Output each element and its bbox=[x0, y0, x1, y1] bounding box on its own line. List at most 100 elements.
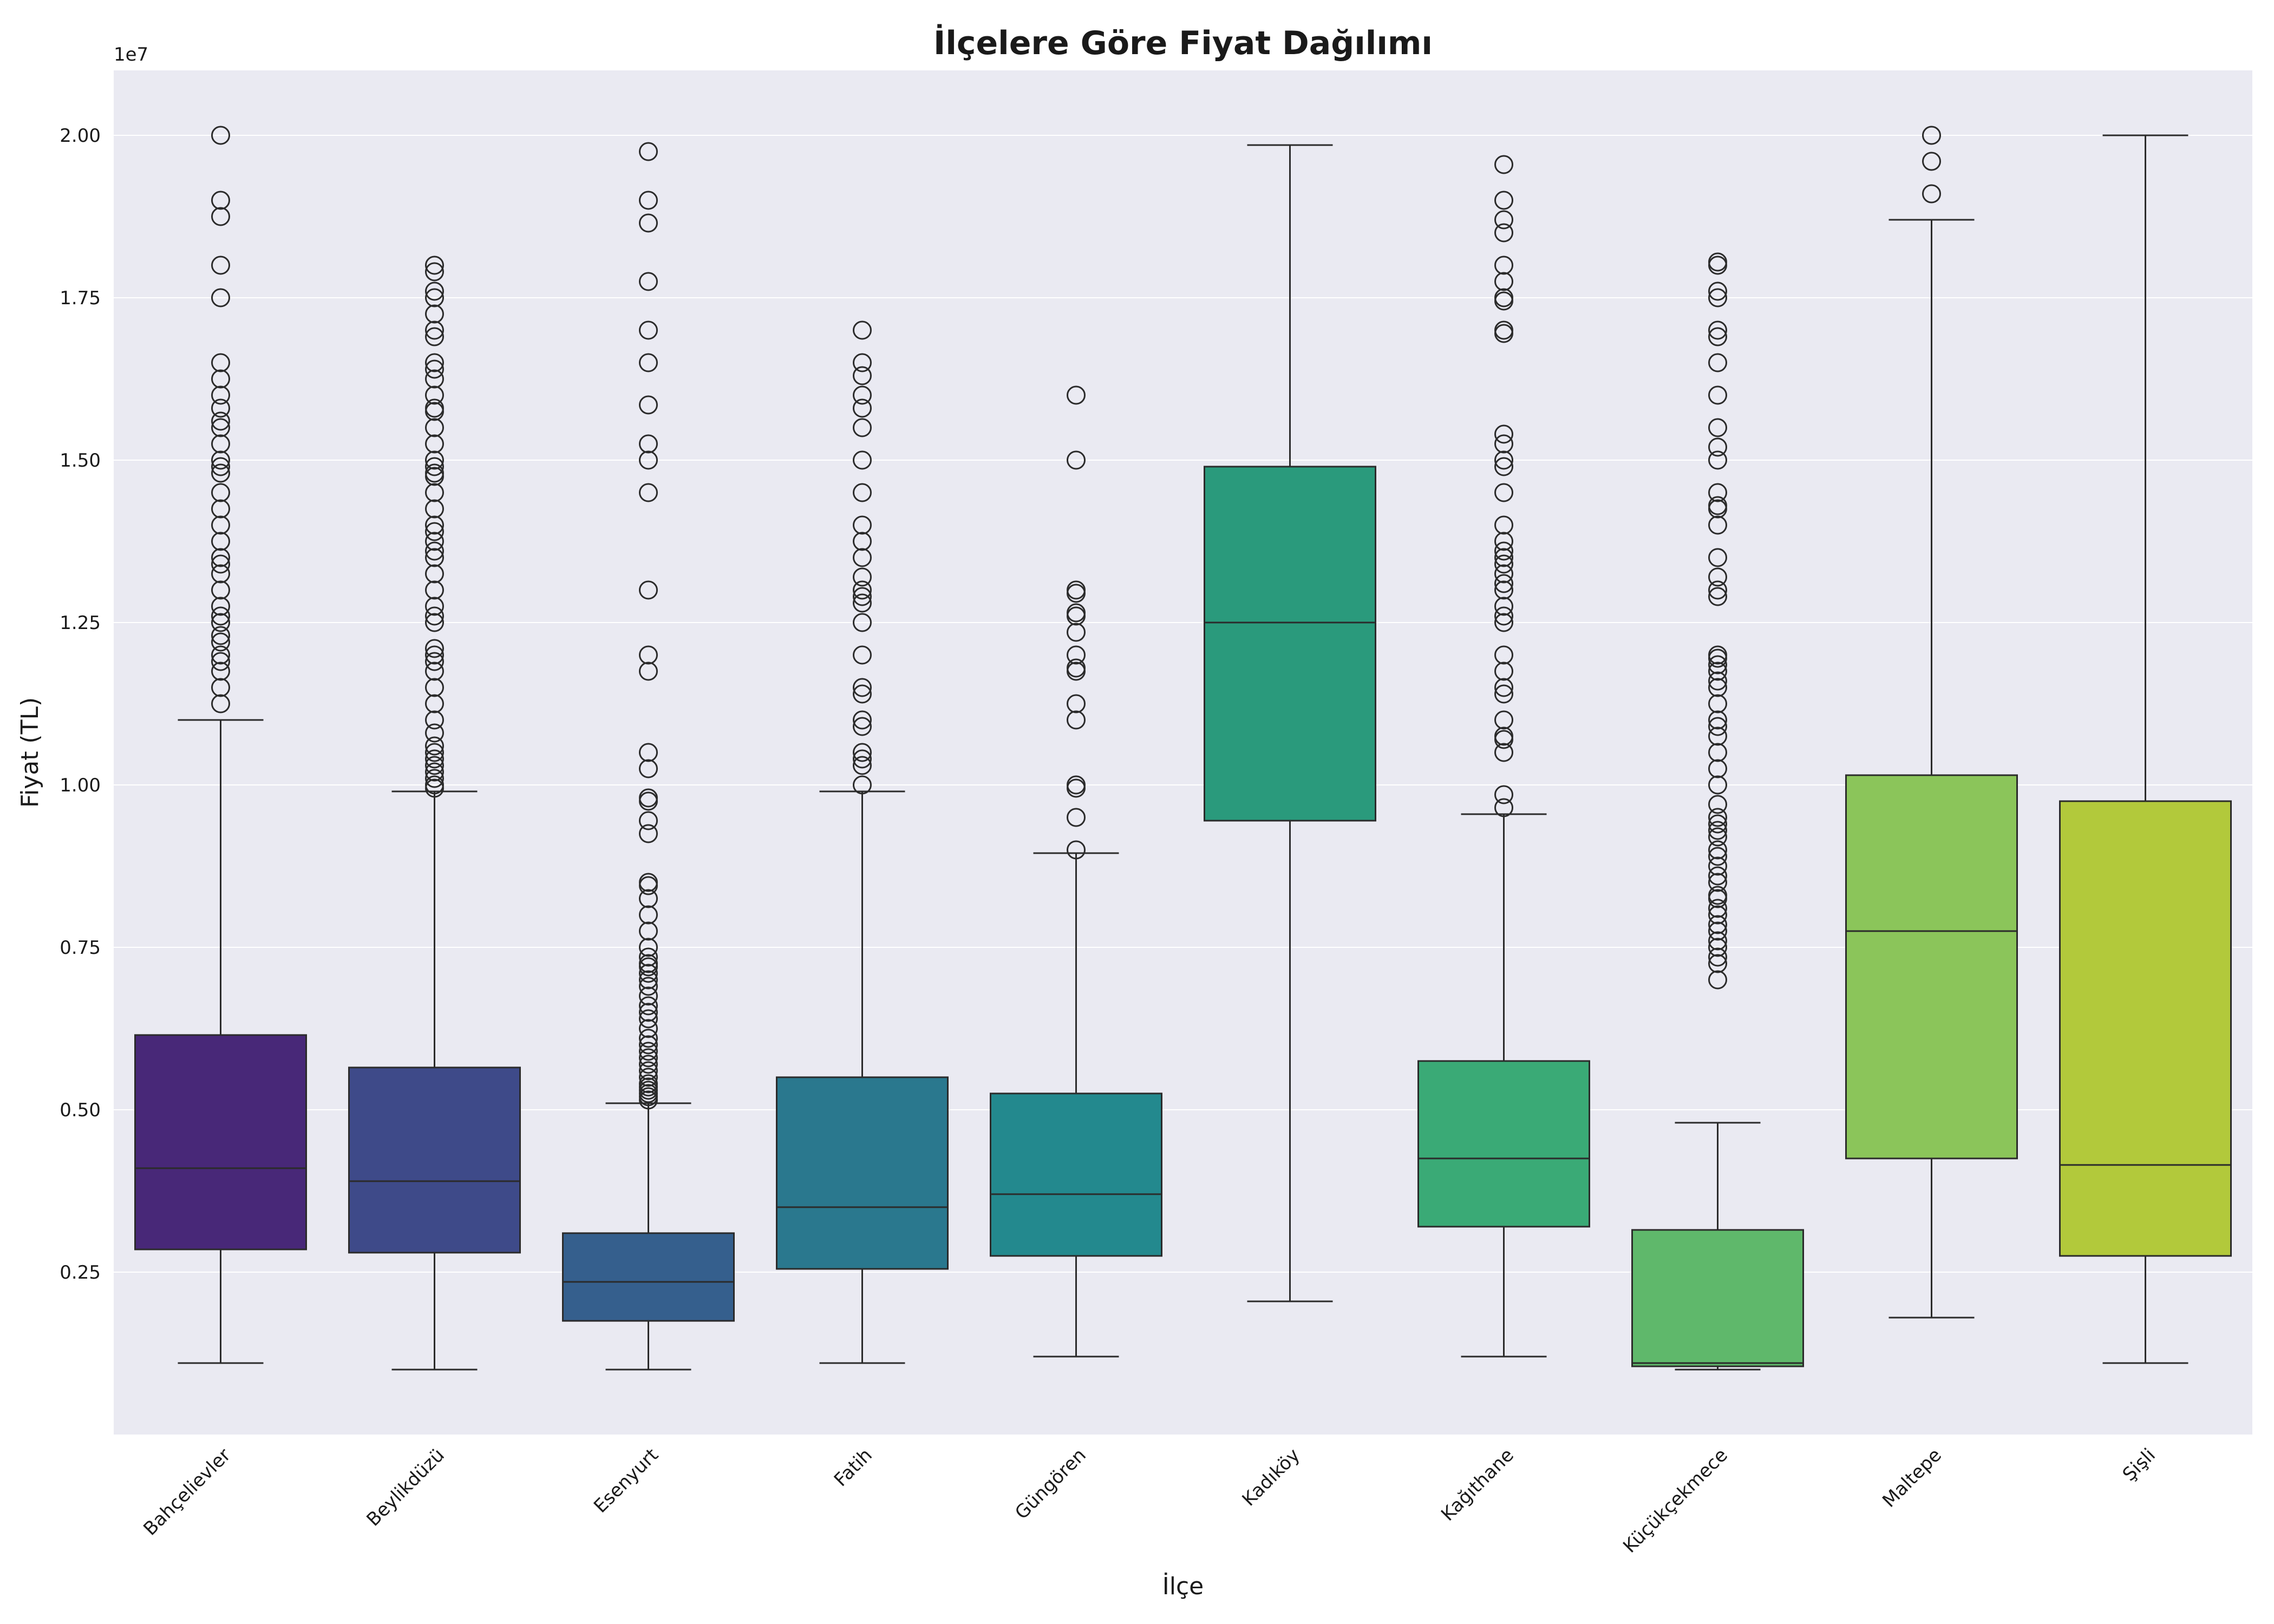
outlier-point bbox=[211, 450, 230, 470]
outlier-point bbox=[211, 564, 230, 584]
outlier-point bbox=[1494, 597, 1513, 616]
outlier-point bbox=[1494, 434, 1513, 454]
outlier-point bbox=[211, 515, 230, 535]
outlier-point bbox=[1708, 866, 1727, 886]
outlier-point bbox=[639, 743, 658, 762]
outlier-point bbox=[853, 645, 872, 665]
outlier-point bbox=[211, 597, 230, 616]
outlier-point bbox=[853, 567, 872, 587]
outlier-point bbox=[1494, 223, 1513, 243]
outlier-point bbox=[1708, 717, 1727, 736]
x-axis-ticks: Bahçelievler Beylikdüzü Esenyurt Fatih Güngö… bbox=[139, 1444, 2160, 1557]
outlier-point bbox=[211, 662, 230, 681]
outlier-point bbox=[1494, 155, 1513, 174]
outlier-point bbox=[1494, 574, 1513, 593]
outlier-point bbox=[211, 632, 230, 652]
outlier-point bbox=[1708, 921, 1727, 941]
outlier-point bbox=[639, 191, 658, 210]
outlier-point bbox=[425, 749, 444, 769]
iqr-box bbox=[1204, 466, 1376, 822]
outlier-point bbox=[425, 369, 444, 389]
outlier-point bbox=[425, 662, 444, 681]
y-tick-label: 0.50 bbox=[60, 1099, 101, 1121]
outlier-point bbox=[1494, 532, 1513, 551]
outlier-point bbox=[639, 954, 658, 973]
outlier-point bbox=[1708, 931, 1727, 951]
outlier-point bbox=[639, 353, 658, 372]
outlier-point bbox=[1708, 775, 1727, 795]
outlier-point bbox=[1708, 567, 1727, 587]
outlier-point bbox=[425, 564, 444, 584]
outlier-point bbox=[639, 1003, 658, 1022]
x-tick-label: Şişli bbox=[2119, 1444, 2160, 1485]
outlier-point bbox=[639, 996, 658, 1016]
outlier-point bbox=[1708, 694, 1727, 713]
outlier-point bbox=[425, 645, 444, 665]
outlier-point bbox=[425, 769, 444, 788]
outlier-point bbox=[1494, 515, 1513, 535]
outlier-point bbox=[1494, 424, 1513, 444]
box-5 bbox=[990, 385, 1162, 1358]
outlier-point bbox=[425, 762, 444, 782]
outlier-point bbox=[211, 434, 230, 454]
outlier-point bbox=[1494, 662, 1513, 681]
y-axis-label: Fiyat (TL) bbox=[16, 697, 44, 808]
outlier-point bbox=[211, 256, 230, 275]
outlier-point bbox=[639, 1055, 658, 1074]
outlier-point bbox=[1708, 437, 1727, 457]
outlier-point bbox=[1708, 840, 1727, 860]
outlier-point bbox=[211, 613, 230, 632]
outlier-point bbox=[639, 662, 658, 681]
outlier-point bbox=[1922, 126, 1941, 145]
x-tick-label: Beylikdüzü bbox=[362, 1444, 448, 1530]
outlier-point bbox=[853, 580, 872, 600]
outlier-point bbox=[1708, 743, 1727, 762]
outlier-point bbox=[1708, 821, 1727, 840]
outlier-point bbox=[211, 191, 230, 210]
outlier-point bbox=[1708, 827, 1727, 847]
iqr-box bbox=[990, 1092, 1162, 1257]
outlier-point bbox=[1708, 645, 1727, 665]
outlier-point bbox=[639, 938, 658, 957]
outlier-point bbox=[639, 788, 658, 808]
outlier-point bbox=[425, 398, 444, 418]
outlier-point bbox=[639, 905, 658, 925]
outlier-point bbox=[639, 395, 658, 415]
outlier-point bbox=[211, 554, 230, 574]
outlier-point bbox=[1708, 938, 1727, 957]
outlier-point bbox=[1494, 483, 1513, 502]
outlier-point bbox=[1708, 662, 1727, 681]
outlier-point bbox=[853, 398, 872, 418]
outlier-point bbox=[211, 580, 230, 600]
y-axis-ticks: 0.25 0.50 0.75 1.00 1.25 1.50 1.75 2.00 bbox=[60, 125, 101, 1284]
outlier-point bbox=[1708, 515, 1727, 535]
outlier-point bbox=[1494, 288, 1513, 307]
y-tick-label: 1.25 bbox=[60, 612, 101, 634]
outlier-point bbox=[639, 142, 658, 161]
outlier-point bbox=[211, 411, 230, 431]
outlier-point bbox=[639, 889, 658, 908]
outlier-point bbox=[639, 1061, 658, 1081]
outlier-point bbox=[425, 483, 444, 502]
outlier-point bbox=[853, 587, 872, 606]
outlier-point bbox=[211, 353, 230, 372]
outlier-point bbox=[1708, 915, 1727, 934]
box-7 bbox=[1417, 155, 1590, 1358]
outlier-point bbox=[639, 921, 658, 941]
outlier-point bbox=[1494, 191, 1513, 210]
outlier-point bbox=[1708, 905, 1727, 925]
y-axis-offset-label: 1e7 bbox=[114, 44, 148, 66]
outlier-point bbox=[639, 811, 658, 830]
outlier-point bbox=[211, 126, 230, 145]
outlier-point bbox=[1708, 450, 1727, 470]
outlier-point bbox=[1067, 645, 1086, 665]
outlier-point bbox=[639, 1074, 658, 1093]
box-6 bbox=[1204, 144, 1376, 1302]
outlier-point bbox=[1494, 564, 1513, 584]
outlier-point bbox=[1494, 450, 1513, 470]
outlier-point bbox=[425, 385, 444, 405]
outlier-point bbox=[639, 1068, 658, 1087]
outlier-point bbox=[1494, 548, 1513, 567]
outlier-point bbox=[211, 457, 230, 476]
outlier-point bbox=[1708, 759, 1727, 778]
